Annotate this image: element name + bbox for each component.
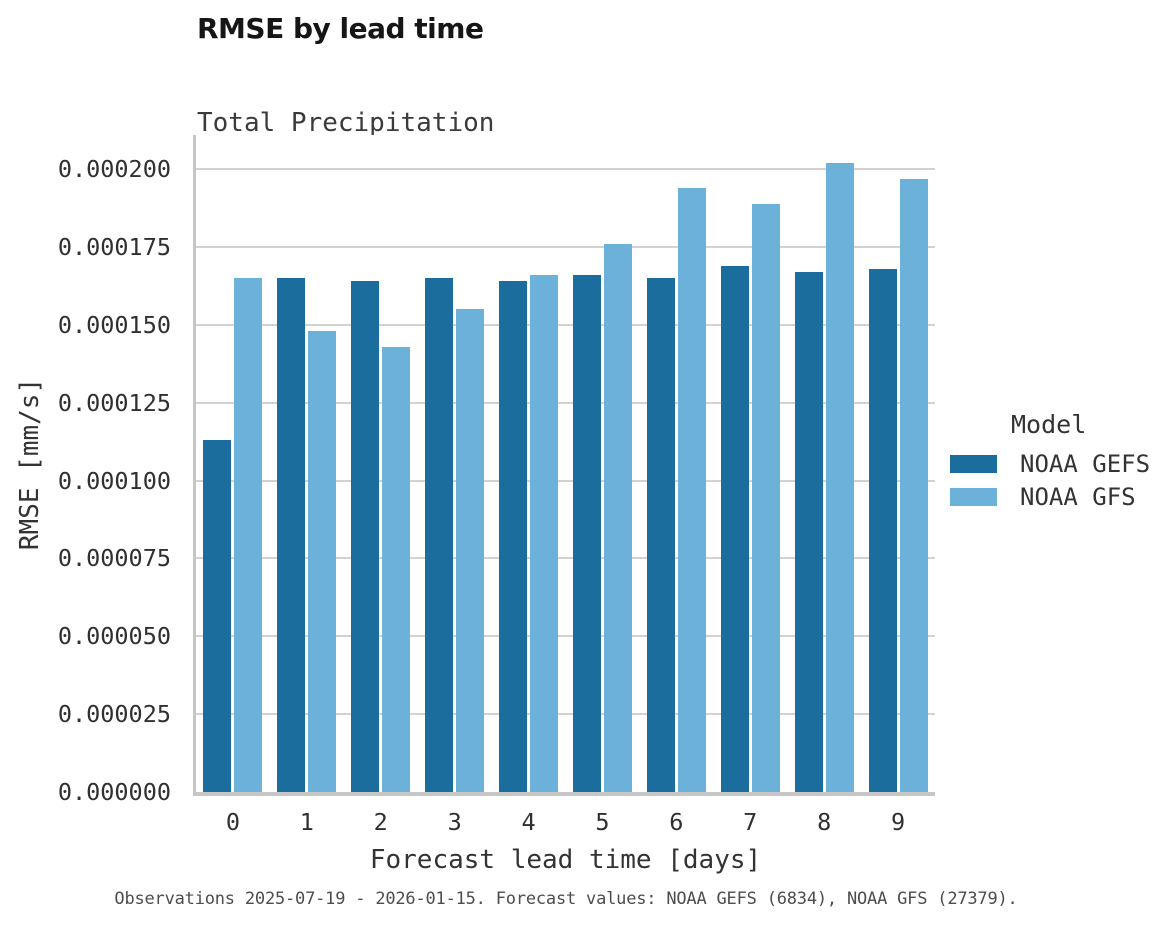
gridline xyxy=(196,401,935,404)
bar-noaa-gefs-9 xyxy=(868,268,897,792)
gridline xyxy=(196,479,935,482)
x-tick-label: 0 xyxy=(225,808,241,836)
gridline xyxy=(196,713,935,716)
gridline xyxy=(196,557,935,560)
bar-noaa-gfs-2 xyxy=(382,346,411,792)
x-axis-label: Forecast lead time [days] xyxy=(369,845,762,875)
gridline xyxy=(196,168,935,171)
x-tick-label: 9 xyxy=(890,808,906,836)
legend-swatch-noaa-gefs xyxy=(950,455,997,473)
gridline xyxy=(196,246,935,249)
legend-item-noaa-gfs: NOAA GFS xyxy=(950,483,1136,511)
x-tick-label: 1 xyxy=(299,808,314,836)
bar-noaa-gefs-1 xyxy=(277,278,306,792)
bar-noaa-gefs-3 xyxy=(425,278,454,792)
y-tick-label: 0.000025 xyxy=(57,700,171,729)
bar-noaa-gfs-7 xyxy=(751,203,780,792)
bar-noaa-gefs-2 xyxy=(351,281,380,792)
x-tick-label: 3 xyxy=(447,808,462,836)
bar-noaa-gefs-7 xyxy=(720,265,749,792)
bar-noaa-gefs-5 xyxy=(572,275,601,792)
legend-label-noaa-gfs: NOAA GFS xyxy=(1020,483,1136,511)
legend-title: Model xyxy=(1011,410,1087,439)
bar-noaa-gfs-9 xyxy=(899,178,928,792)
y-tick-label: 0.000175 xyxy=(57,233,171,262)
bar-noaa-gfs-4 xyxy=(530,275,559,792)
y-tick-label: 0.000075 xyxy=(57,544,171,573)
y-tick-label: 0.000125 xyxy=(57,388,171,417)
x-tick-label: 5 xyxy=(595,808,610,836)
x-tick-label: 6 xyxy=(669,808,684,836)
y-tick-label: 0.000000 xyxy=(57,778,171,806)
bar-noaa-gefs-6 xyxy=(646,278,675,792)
legend-swatch-noaa-gfs xyxy=(950,488,997,506)
bar-noaa-gfs-0 xyxy=(234,278,263,792)
x-tick-label: 2 xyxy=(373,808,388,836)
legend-label-noaa-gefs: NOAA GEFS xyxy=(1020,450,1151,478)
bar-noaa-gefs-4 xyxy=(499,281,528,792)
y-tick-label: 0.000100 xyxy=(57,466,171,495)
x-tick-label: 8 xyxy=(817,808,832,836)
caption: Observations 2025-07-19 - 2026-01-15. Fo… xyxy=(114,889,1018,909)
bar-noaa-gefs-0 xyxy=(203,440,232,792)
x-tick-label: 7 xyxy=(743,808,758,836)
y-tick-label: 0.000050 xyxy=(57,622,171,651)
y-tick-label: 0.000200 xyxy=(57,155,171,184)
plot-area xyxy=(193,135,935,796)
bar-noaa-gfs-6 xyxy=(677,187,706,792)
legend: Model NOAA GEFS NOAA GFS xyxy=(950,410,1172,522)
legend-item-noaa-gefs: NOAA GEFS xyxy=(950,450,1151,478)
bar-noaa-gfs-1 xyxy=(308,331,337,792)
gridline xyxy=(196,323,935,326)
chart-title: RMSE by lead time xyxy=(197,12,484,45)
bar-noaa-gfs-8 xyxy=(825,163,854,792)
bar-noaa-gfs-3 xyxy=(456,309,485,792)
bar-noaa-gefs-8 xyxy=(794,272,823,792)
x-tick-label: 4 xyxy=(521,808,536,836)
gridline xyxy=(196,635,935,638)
chart-subtitle-line1: Total Precipitation xyxy=(197,108,495,138)
y-axis-label: RMSE [mm/s] xyxy=(15,377,45,551)
bar-noaa-gfs-5 xyxy=(603,243,632,792)
y-tick-label: 0.000150 xyxy=(57,310,171,339)
